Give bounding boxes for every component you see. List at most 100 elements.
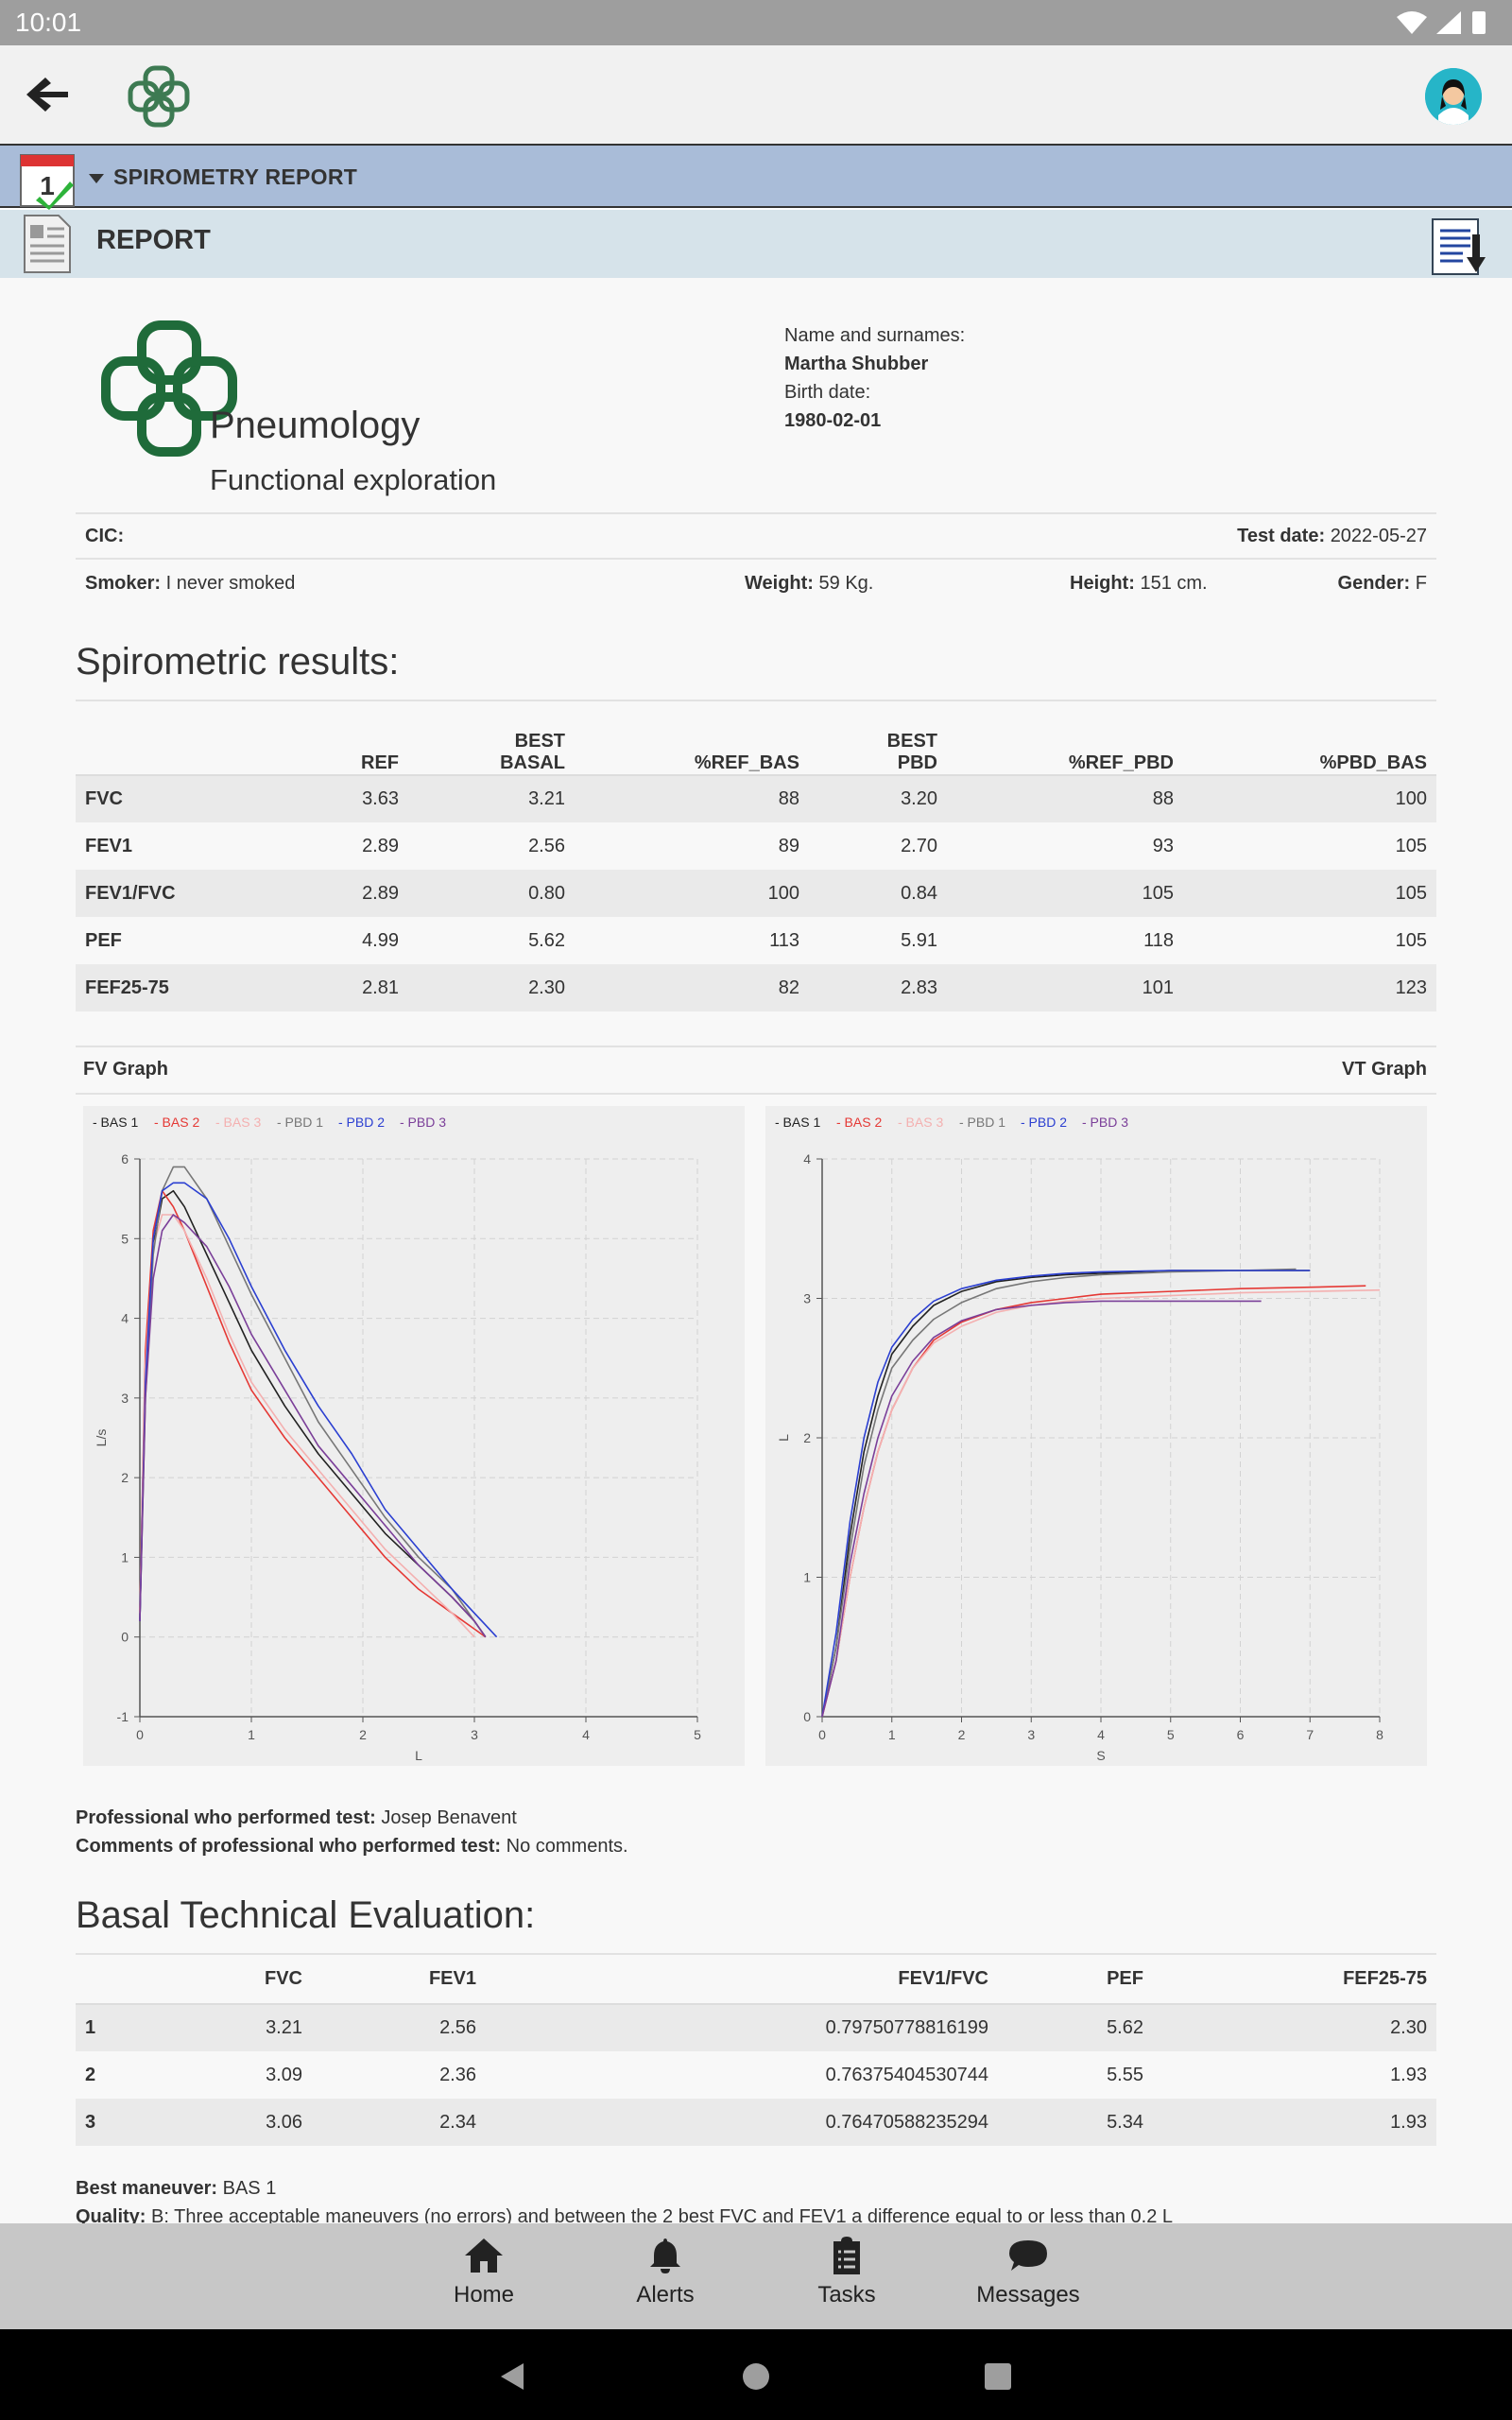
results-cell: 82 xyxy=(778,977,799,998)
vt-legend-item: - PBD 3 xyxy=(1082,1115,1128,1130)
divider xyxy=(76,558,1436,560)
smoker-label: Smoker: xyxy=(85,573,162,594)
fv-x-tick-label: 1 xyxy=(248,1727,255,1742)
fv-x-tick-label: 4 xyxy=(582,1727,590,1742)
results-cell: 100 xyxy=(1395,788,1427,809)
results-cell: 2.30 xyxy=(528,977,565,998)
results-row: FEV1 2.89 2.56 89 2.70 93 105 xyxy=(76,822,1436,870)
results-cell: 3.21 xyxy=(528,788,565,809)
fv-y-tick-label: 6 xyxy=(121,1151,129,1167)
section-title[interactable]: SPIROMETRY REPORT xyxy=(113,164,358,189)
vt-legend-item: - BAS 3 xyxy=(898,1115,943,1130)
nav-messages[interactable]: Messages xyxy=(957,2237,1099,2324)
basal-cell: 3.06 xyxy=(266,2111,302,2133)
basal-cell: 2.56 xyxy=(439,2017,476,2038)
basal-header-cell xyxy=(76,1955,208,2004)
divider xyxy=(76,1093,1436,1095)
results-cell: 2.89 xyxy=(362,835,399,856)
vt-series-line xyxy=(821,1285,1366,1718)
results-cell: 93 xyxy=(1152,835,1174,856)
gender-field: Gender: F xyxy=(1338,573,1427,595)
best-maneuver-field: Best maneuver: BAS 1 xyxy=(76,2178,276,2200)
basal-cell: 0.76375404530744 xyxy=(825,2064,988,2085)
smoker-value: I never smoked xyxy=(165,573,296,594)
basal-cell: 1.93 xyxy=(1390,2111,1427,2133)
battery-icon xyxy=(1472,11,1486,34)
system-back-icon[interactable] xyxy=(497,2361,527,2392)
hospital-logo-icon xyxy=(101,320,237,457)
bottom-navigation: Home Alerts Tasks Messages xyxy=(0,2223,1512,2329)
nav-home[interactable]: Home xyxy=(413,2237,555,2324)
fv-y-tick-label: 1 xyxy=(121,1549,129,1564)
results-cell: 101 xyxy=(1142,977,1174,998)
basal-header-cell: FEV1/FVC xyxy=(898,1968,988,1989)
results-cell: 105 xyxy=(1395,929,1427,951)
results-table: REF BEST BASAL %REF_BAS BEST PBD %REF_PBD %PBD_… xyxy=(76,701,1436,1011)
results-header-cell: %REF_PBD xyxy=(1068,752,1174,773)
fv-legend-item: - PBD 2 xyxy=(338,1115,385,1130)
vt-series-line xyxy=(821,1288,1381,1718)
system-recents-icon[interactable] xyxy=(983,2361,1013,2392)
results-cell: 3.63 xyxy=(362,788,399,809)
nav-tasks[interactable]: Tasks xyxy=(776,2237,918,2324)
fv-chart-panel: 0 1 2 3 4 5 -1 0 1 2 3 4 5 6 L L/s - BAS 1 - BAS 2 - BAS 3… xyxy=(83,1106,745,1766)
basal-cell: 5.55 xyxy=(1107,2064,1143,2085)
wifi-icon xyxy=(1397,11,1427,34)
fv-series-line xyxy=(139,1189,487,1638)
system-navigation-bar xyxy=(0,2329,1512,2420)
results-row: PEF 4.99 5.62 113 5.91 118 105 xyxy=(76,917,1436,964)
quality-label: Quality: xyxy=(76,2206,146,2223)
chevron-down-icon[interactable] xyxy=(89,174,104,183)
vt-x-tick-label: 0 xyxy=(818,1727,826,1742)
download-report-icon[interactable] xyxy=(1431,214,1486,276)
results-cell: 4.99 xyxy=(362,929,399,951)
vt-x-tick-label: 7 xyxy=(1306,1727,1314,1742)
test-date-label: Test date: xyxy=(1237,526,1326,546)
user-avatar-icon xyxy=(1425,68,1482,125)
basal-cell: 2 xyxy=(85,2064,96,2085)
results-cell: 113 xyxy=(769,929,799,951)
weight-value: 59 Kg. xyxy=(818,573,874,594)
vt-y-tick-label: 1 xyxy=(803,1570,811,1585)
vt-y-tick-label: 0 xyxy=(803,1709,811,1724)
basal-header-cell: FEF25-75 xyxy=(1343,1968,1427,1989)
vt-legend-item: - BAS 1 xyxy=(775,1115,820,1130)
divider xyxy=(76,1046,1436,1047)
report-content: Pneumology Functional exploration Name a… xyxy=(0,278,1512,2223)
cic-field: CIC: xyxy=(85,526,124,547)
gender-value: F xyxy=(1415,573,1427,594)
divider xyxy=(76,512,1436,514)
weight-label: Weight: xyxy=(745,573,814,594)
system-home-icon[interactable] xyxy=(741,2361,771,2392)
professional-field: Professional who performed test: Josep B… xyxy=(76,1807,517,1829)
fv-legend-item: - BAS 2 xyxy=(154,1115,199,1130)
professional-label: Professional who performed test: xyxy=(76,1807,376,1828)
fv-series-line xyxy=(139,1214,475,1638)
smoker-field: Smoker: I never smoked xyxy=(85,573,295,595)
back-arrow-icon[interactable] xyxy=(21,72,74,117)
fv-y-tick-label: 5 xyxy=(121,1231,129,1246)
basal-cell: 5.62 xyxy=(1107,2017,1143,2038)
fv-x-axis-label: L xyxy=(415,1748,422,1763)
vt-x-tick-label: 1 xyxy=(888,1727,896,1742)
section-header[interactable]: 1 SPIROMETRY REPORT xyxy=(0,146,1512,210)
results-title: Spirometric results: xyxy=(76,641,400,683)
results-cell: FEF25-75 xyxy=(85,977,169,998)
results-header-cell: REF xyxy=(361,752,399,773)
user-avatar[interactable] xyxy=(1425,68,1482,125)
results-cell: 2.56 xyxy=(528,835,565,856)
nav-alerts[interactable]: Alerts xyxy=(594,2237,736,2324)
test-date-field: Test date: 2022-05-27 xyxy=(1237,526,1427,547)
vt-legend-item: - PBD 1 xyxy=(959,1115,1005,1130)
basal-row: 1 3.21 2.56 0.79750778816199 5.62 2.30 xyxy=(76,2004,1436,2051)
basal-cell: 2.30 xyxy=(1390,2017,1427,2038)
results-cell: FEV1/FVC xyxy=(85,882,176,904)
vt-x-axis-label: S xyxy=(1096,1748,1105,1763)
vt-x-tick-label: 8 xyxy=(1376,1727,1383,1742)
results-cell: 118 xyxy=(1143,929,1174,951)
basal-header-cell: PEF xyxy=(1107,1968,1143,1989)
fv-legend-item: - PBD 3 xyxy=(400,1115,446,1130)
vt-chart-panel: 0 1 2 3 4 5 6 7 8 0 1 2 3 4 S L - BAS 1 - BAS 2 - BAS 3 - P… xyxy=(765,1106,1427,1766)
basal-cell: 1.93 xyxy=(1390,2064,1427,2085)
